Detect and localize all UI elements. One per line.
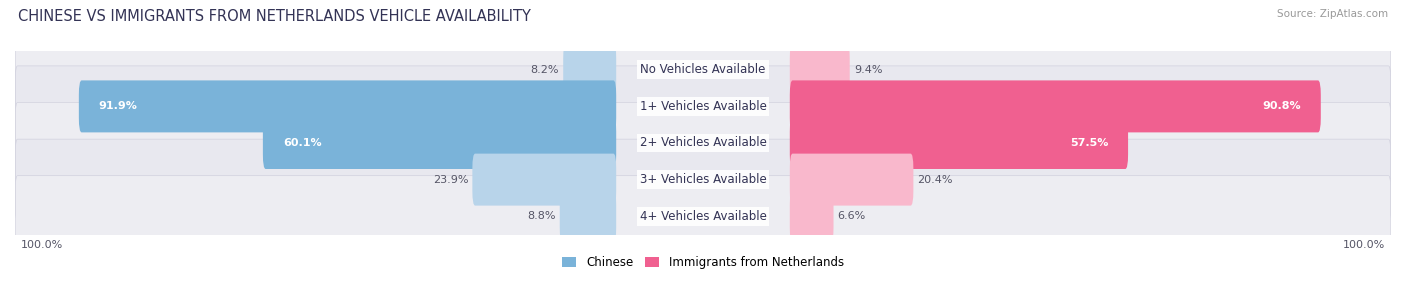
Text: 91.9%: 91.9% bbox=[98, 102, 138, 111]
FancyBboxPatch shape bbox=[15, 139, 1391, 220]
Text: CHINESE VS IMMIGRANTS FROM NETHERLANDS VEHICLE AVAILABILITY: CHINESE VS IMMIGRANTS FROM NETHERLANDS V… bbox=[18, 9, 531, 23]
FancyBboxPatch shape bbox=[790, 44, 849, 96]
FancyBboxPatch shape bbox=[472, 154, 616, 206]
Text: 57.5%: 57.5% bbox=[1070, 138, 1108, 148]
Text: 90.8%: 90.8% bbox=[1263, 102, 1301, 111]
FancyBboxPatch shape bbox=[15, 176, 1391, 257]
FancyBboxPatch shape bbox=[15, 66, 1391, 147]
Text: 9.4%: 9.4% bbox=[853, 65, 883, 75]
Text: 3+ Vehicles Available: 3+ Vehicles Available bbox=[640, 173, 766, 186]
Text: 1+ Vehicles Available: 1+ Vehicles Available bbox=[640, 100, 766, 113]
Text: Source: ZipAtlas.com: Source: ZipAtlas.com bbox=[1277, 9, 1388, 19]
Text: 8.8%: 8.8% bbox=[527, 211, 555, 221]
Text: 6.6%: 6.6% bbox=[838, 211, 866, 221]
FancyBboxPatch shape bbox=[790, 154, 914, 206]
Text: 23.9%: 23.9% bbox=[433, 175, 468, 184]
Text: 100.0%: 100.0% bbox=[1343, 240, 1385, 250]
FancyBboxPatch shape bbox=[790, 190, 834, 242]
FancyBboxPatch shape bbox=[15, 29, 1391, 110]
Legend: Chinese, Immigrants from Netherlands: Chinese, Immigrants from Netherlands bbox=[562, 256, 844, 269]
FancyBboxPatch shape bbox=[790, 80, 1320, 132]
Text: No Vehicles Available: No Vehicles Available bbox=[640, 63, 766, 76]
Text: 8.2%: 8.2% bbox=[530, 65, 560, 75]
Text: 100.0%: 100.0% bbox=[21, 240, 63, 250]
FancyBboxPatch shape bbox=[263, 117, 616, 169]
FancyBboxPatch shape bbox=[79, 80, 616, 132]
Text: 20.4%: 20.4% bbox=[918, 175, 953, 184]
FancyBboxPatch shape bbox=[560, 190, 616, 242]
Text: 60.1%: 60.1% bbox=[283, 138, 322, 148]
FancyBboxPatch shape bbox=[790, 117, 1128, 169]
Text: 2+ Vehicles Available: 2+ Vehicles Available bbox=[640, 136, 766, 150]
FancyBboxPatch shape bbox=[564, 44, 616, 96]
Text: 4+ Vehicles Available: 4+ Vehicles Available bbox=[640, 210, 766, 223]
FancyBboxPatch shape bbox=[15, 102, 1391, 184]
